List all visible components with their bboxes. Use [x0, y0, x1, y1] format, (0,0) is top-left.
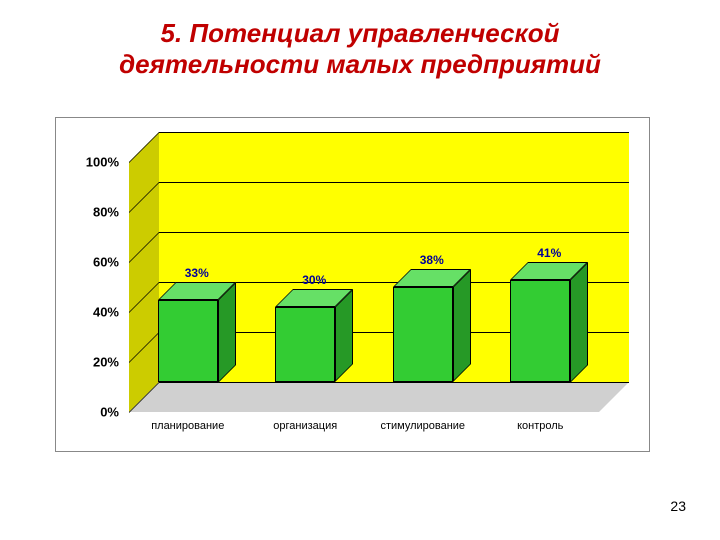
ytick-label: 100% — [69, 155, 119, 170]
gridline — [159, 182, 629, 183]
bar-side — [570, 262, 588, 383]
bar — [158, 282, 236, 383]
bar — [510, 262, 588, 383]
title-line-2: деятельности малых предприятий — [119, 49, 601, 79]
chart-left-wall — [129, 132, 159, 412]
slide-title: 5. Потенциал управленческой деятельности… — [0, 18, 720, 80]
ytick-label: 40% — [69, 305, 119, 320]
xtick-label: организация — [273, 420, 337, 432]
ytick-label: 80% — [69, 205, 119, 220]
xtick-label: стимулирование — [380, 420, 465, 432]
gridline — [159, 382, 629, 383]
gridline — [159, 232, 629, 233]
chart-floor — [129, 382, 629, 412]
slide: 5. Потенциал управленческой деятельности… — [0, 0, 720, 540]
gridline — [159, 132, 629, 133]
bar-front — [158, 300, 218, 383]
bar-value-label: 38% — [420, 253, 444, 267]
bar-front — [510, 280, 570, 383]
bar-value-label: 30% — [302, 273, 326, 287]
xtick-label: планирование — [151, 420, 224, 432]
page-number: 23 — [670, 498, 686, 514]
bar-front — [393, 287, 453, 382]
bar-value-label: 33% — [185, 266, 209, 280]
bar — [275, 289, 353, 382]
plot-area: 0%20%40%60%80%100%33%планирование30%орга… — [129, 132, 629, 412]
ytick-label: 20% — [69, 355, 119, 370]
ytick-label: 0% — [69, 405, 119, 420]
title-line-1: 5. Потенциал управленческой — [160, 18, 559, 48]
xtick-label: контроль — [517, 420, 563, 432]
bar-front — [275, 307, 335, 382]
bar-value-label: 41% — [537, 246, 561, 260]
ytick-label: 60% — [69, 255, 119, 270]
bar — [393, 269, 471, 382]
bar-side — [453, 269, 471, 382]
chart-container: 0% 20% 40% 60% 80% 100% 33% планирование 30% орга… — [55, 117, 650, 452]
